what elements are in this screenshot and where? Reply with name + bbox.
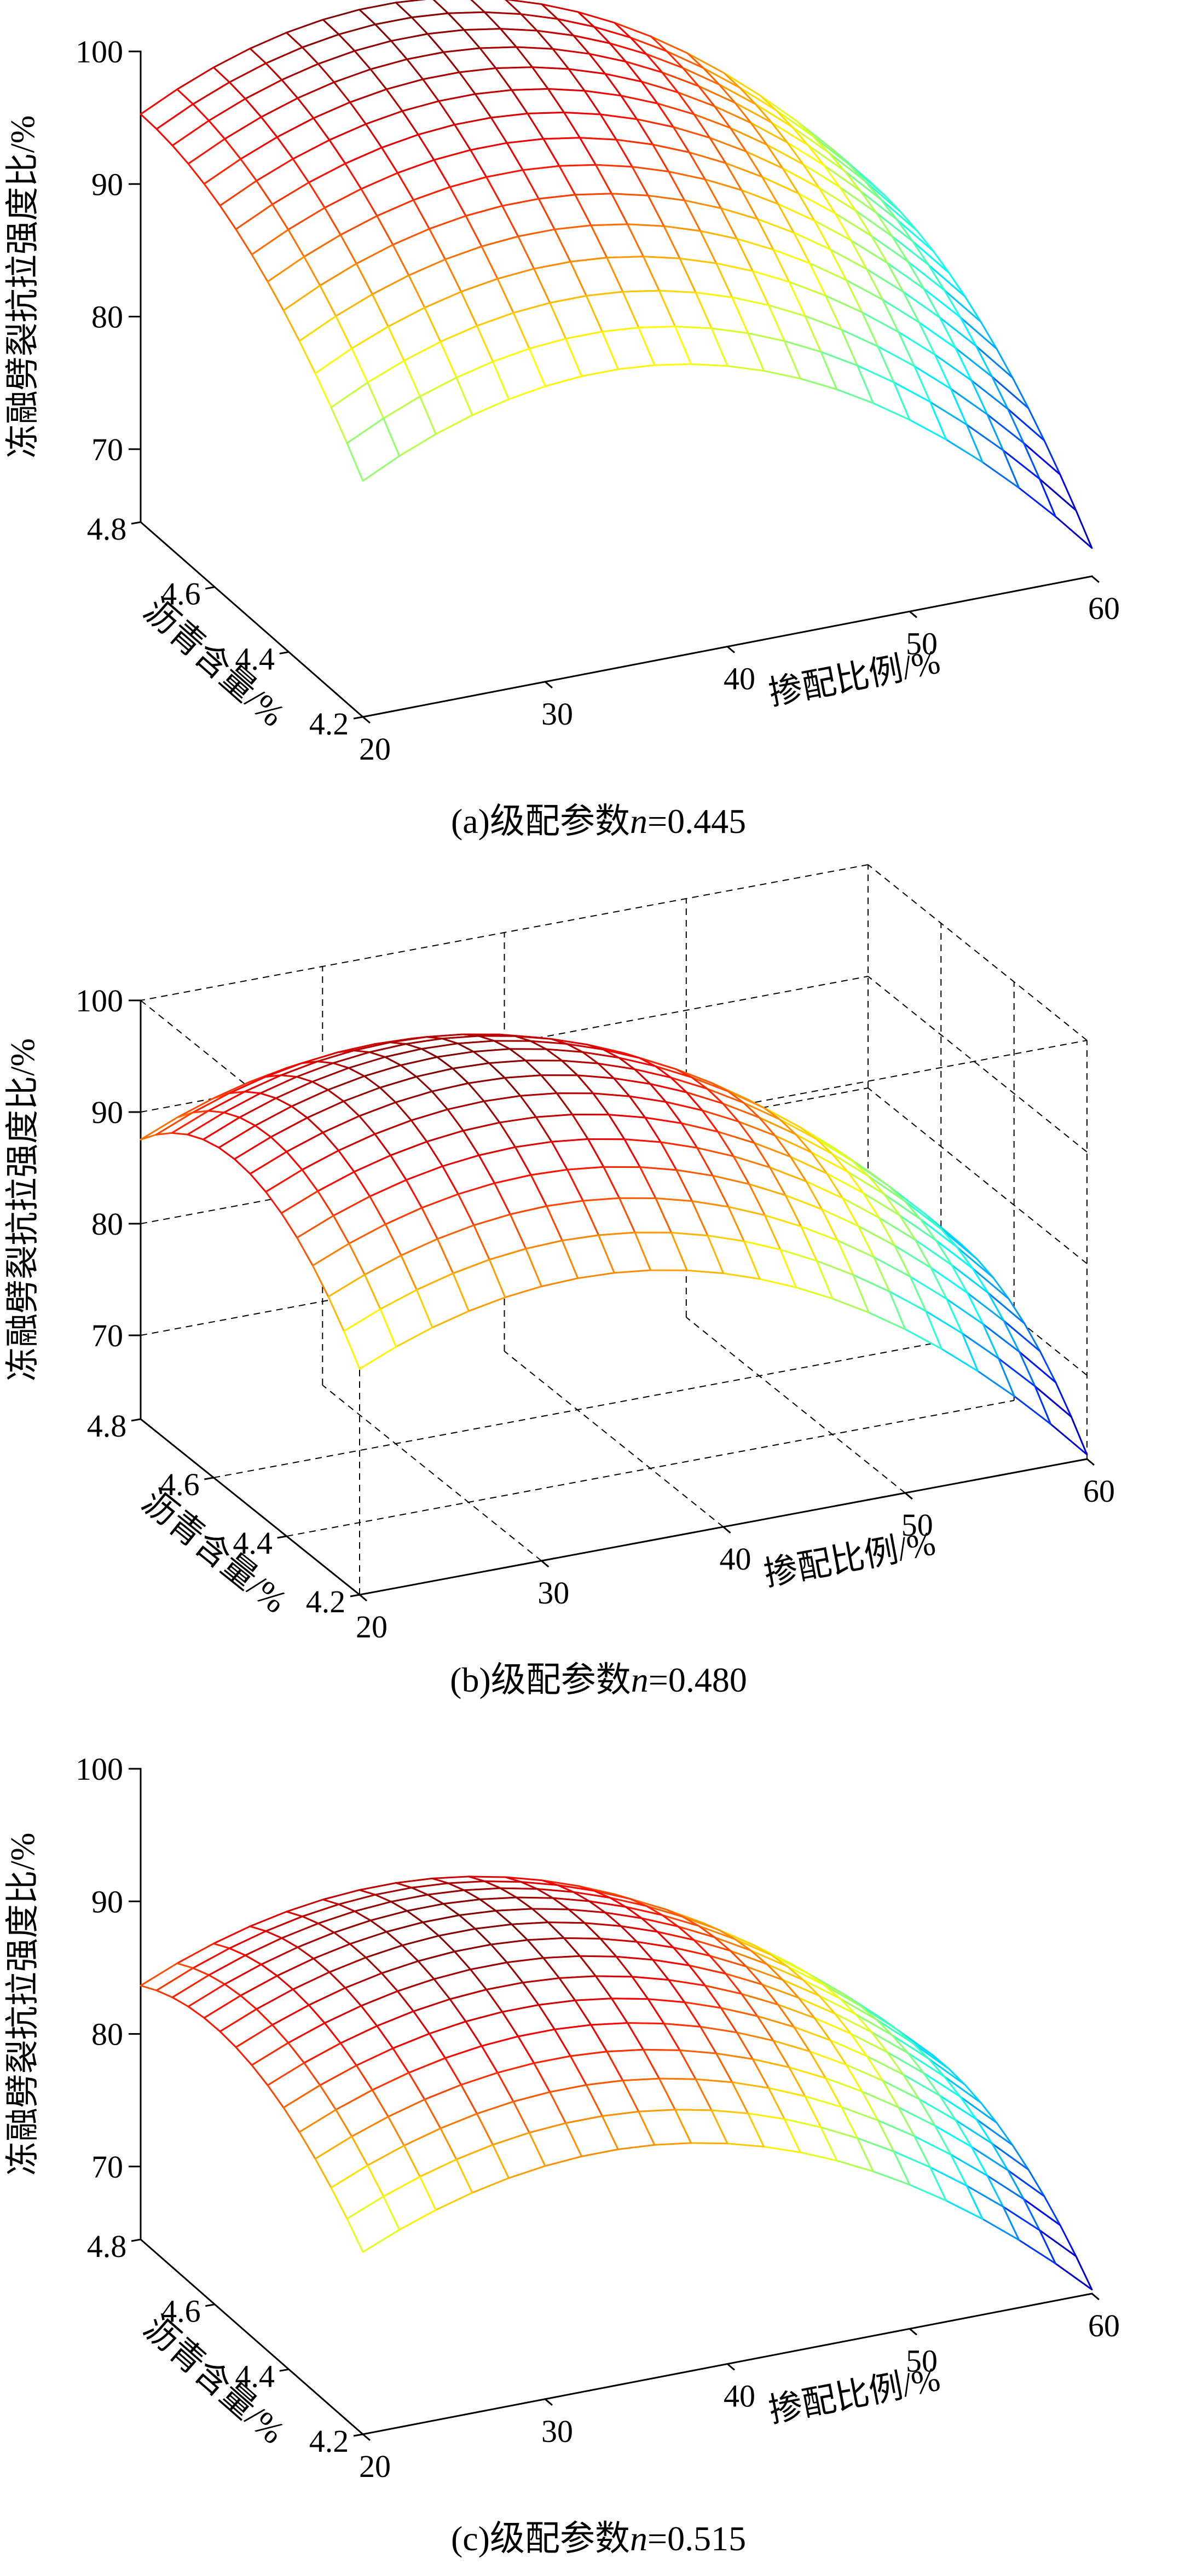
caption-prefix: (a)级配参数: [450, 802, 630, 841]
svg-text:90: 90: [91, 1884, 123, 1919]
subplot-a: 20 30 40 50 60 4.2 4.4 4.6 4.8 70 80 90 100 冻融劈裂抗拉强度比…: [0, 0, 1197, 859]
svg-text:80: 80: [91, 299, 123, 335]
svg-text:冻融劈裂抗拉强度比/%: 冻融劈裂抗拉强度比/%: [4, 1833, 42, 2176]
surface-plot-a: 20 30 40 50 60 4.2 4.4 4.6 4.8 70 80 90 100 冻融劈裂抗拉强度比…: [0, 0, 1197, 796]
svg-text:4.6: 4.6: [160, 1467, 200, 1502]
svg-text:70: 70: [91, 1318, 123, 1353]
svg-text:70: 70: [91, 2149, 123, 2185]
svg-text:30: 30: [541, 696, 573, 732]
svg-text:60: 60: [1088, 591, 1120, 626]
svg-text:40: 40: [724, 661, 755, 697]
caption-value: =0.445: [647, 802, 747, 841]
tick-marks: [129, 999, 1095, 1602]
svg-text:4.6: 4.6: [161, 576, 201, 612]
svg-text:4.2: 4.2: [309, 2423, 349, 2459]
svg-text:80: 80: [91, 1206, 123, 1242]
svg-text:50: 50: [901, 1507, 933, 1543]
svg-text:冻融劈裂抗拉强度比/%: 冻融劈裂抗拉强度比/%: [4, 115, 42, 459]
svg-text:30: 30: [541, 2413, 573, 2449]
tick-labels: 20 30 40 50 60 4.2 4.4 4.6 4.8 70 80 90 100: [76, 983, 1115, 1645]
svg-text:40: 40: [720, 1541, 751, 1577]
surface-mesh: [140, 0, 1093, 549]
svg-text:冻融劈裂抗拉强度比/%: 冻融劈裂抗拉强度比/%: [4, 1038, 42, 1381]
svg-text:掺配比例/%: 掺配比例/%: [761, 1525, 938, 1593]
svg-text:20: 20: [356, 1609, 388, 1645]
caption-variable: n: [629, 2519, 647, 2558]
tick-labels: 20 30 40 50 60 4.2 4.4 4.6 4.8 70 80 90 100: [76, 1751, 1120, 2484]
svg-text:70: 70: [91, 432, 123, 467]
caption-value: =0.515: [647, 2519, 747, 2558]
surface-plot-c: 20 30 40 50 60 4.2 4.4 4.6 4.8 70 80 90 100 冻融劈裂抗拉强度比…: [0, 1717, 1197, 2514]
svg-text:90: 90: [91, 1095, 123, 1130]
svg-text:60: 60: [1088, 2308, 1120, 2343]
svg-text:40: 40: [724, 2378, 755, 2414]
svg-text:4.2: 4.2: [309, 706, 349, 742]
svg-text:4.8: 4.8: [87, 511, 127, 547]
surface-mesh: [140, 1875, 1093, 2291]
tick-marks: [129, 1768, 1100, 2441]
svg-text:60: 60: [1083, 1473, 1115, 1509]
svg-text:4.8: 4.8: [87, 2228, 127, 2264]
svg-text:掺配比例/%: 掺配比例/%: [766, 2360, 943, 2430]
svg-text:20: 20: [359, 2448, 391, 2484]
svg-text:4.4: 4.4: [233, 1525, 273, 1561]
svg-text:50: 50: [906, 626, 938, 661]
subplot-c: 20 30 40 50 60 4.2 4.4 4.6 4.8 70 80 90 100 冻融劈裂抗拉强度比…: [0, 1717, 1197, 2576]
caption-prefix: (b)级配参数: [450, 1660, 631, 1699]
svg-text:100: 100: [76, 983, 123, 1018]
caption-variable: n: [629, 802, 647, 841]
subplot-a-caption: (a)级配参数n=0.445: [0, 796, 1197, 859]
subplot-b: 20 30 40 50 60 4.2 4.4 4.6 4.8 70 80 90 100 冻融劈裂抗拉强度比…: [0, 859, 1197, 1717]
svg-text:100: 100: [76, 34, 123, 70]
svg-text:20: 20: [359, 731, 391, 767]
caption-value: =0.480: [648, 1660, 747, 1699]
svg-text:4.8: 4.8: [87, 1408, 127, 1444]
svg-text:50: 50: [906, 2343, 938, 2378]
svg-text:4.4: 4.4: [235, 2358, 275, 2394]
svg-text:4.6: 4.6: [161, 2294, 201, 2329]
svg-text:4.2: 4.2: [306, 1584, 346, 1619]
svg-text:100: 100: [76, 1751, 123, 1787]
svg-text:30: 30: [537, 1575, 569, 1611]
caption-prefix: (c)级配参数: [450, 2519, 630, 2558]
tick-marks: [129, 50, 1100, 724]
svg-text:80: 80: [91, 2017, 123, 2052]
tick-labels: 20 30 40 50 60 4.2 4.4 4.6 4.8 70 80 90 100: [76, 34, 1120, 767]
subplot-c-caption: (c)级配参数n=0.515: [0, 2514, 1197, 2576]
subplot-b-caption: (b)级配参数n=0.480: [0, 1655, 1197, 1717]
surface-mesh: [140, 1033, 1088, 1456]
svg-text:掺配比例/%: 掺配比例/%: [766, 643, 943, 713]
svg-text:4.4: 4.4: [235, 641, 275, 676]
surface-plot-b: 20 30 40 50 60 4.2 4.4 4.6 4.8 70 80 90 100 冻融劈裂抗拉强度比…: [0, 859, 1197, 1655]
caption-variable: n: [631, 1660, 649, 1699]
svg-text:90: 90: [91, 166, 123, 202]
